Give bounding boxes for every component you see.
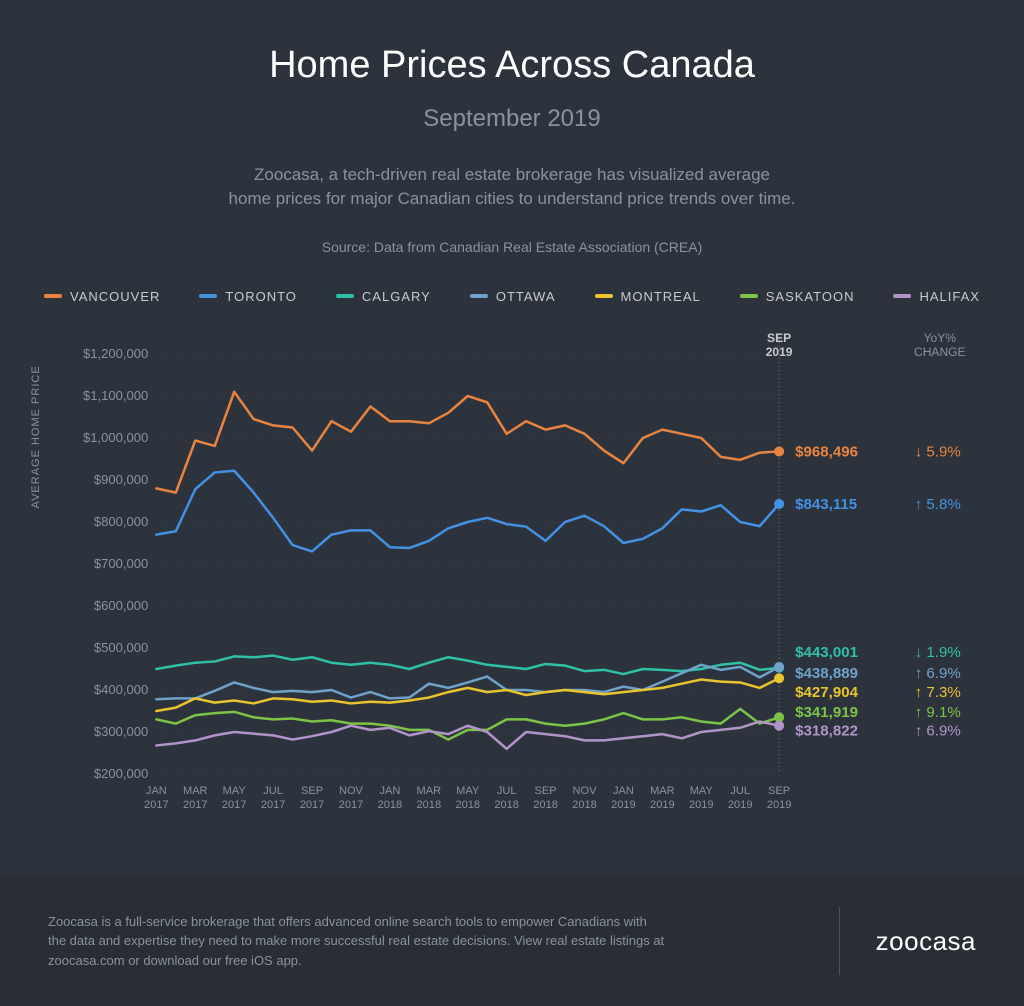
svg-text:MAY: MAY — [223, 785, 247, 797]
legend-item: OTTAWA — [470, 289, 556, 304]
svg-text:2019: 2019 — [611, 799, 636, 811]
legend-item: VANCOUVER — [44, 289, 160, 304]
legend-label: VANCOUVER — [70, 289, 160, 304]
svg-text:JUL: JUL — [730, 785, 750, 797]
svg-text:↓ 5.9%: ↓ 5.9% — [915, 443, 961, 460]
page-subtitle: September 2019 — [0, 105, 1024, 133]
svg-text:$1,000,000: $1,000,000 — [83, 430, 148, 445]
svg-text:$968,496: $968,496 — [795, 443, 858, 460]
svg-text:MAR: MAR — [650, 785, 675, 797]
page-description: Zoocasa, a tech-driven real estate broke… — [0, 163, 1024, 211]
svg-text:JAN: JAN — [613, 785, 634, 797]
svg-text:SEP: SEP — [767, 331, 791, 345]
svg-text:CHANGE: CHANGE — [914, 345, 966, 359]
legend-item: TORONTO — [199, 289, 297, 304]
legend-label: HALIFAX — [919, 289, 979, 304]
svg-text:$1,100,000: $1,100,000 — [83, 388, 148, 403]
svg-text:JUL: JUL — [263, 785, 283, 797]
y-axis-label: AVERAGE HOME PRICE — [30, 365, 42, 508]
svg-text:$500,000: $500,000 — [94, 640, 148, 655]
svg-text:2018: 2018 — [378, 799, 403, 811]
svg-text:2018: 2018 — [572, 799, 597, 811]
svg-text:2017: 2017 — [183, 799, 208, 811]
svg-text:2019: 2019 — [728, 799, 753, 811]
svg-text:$341,919: $341,919 — [795, 703, 858, 720]
svg-text:$600,000: $600,000 — [94, 598, 148, 613]
brand-logo: zoocasa — [876, 926, 976, 957]
svg-text:2018: 2018 — [417, 799, 442, 811]
svg-text:2018: 2018 — [455, 799, 480, 811]
svg-text:JUL: JUL — [497, 785, 517, 797]
svg-text:MAR: MAR — [417, 785, 442, 797]
svg-text:2017: 2017 — [222, 799, 247, 811]
header: Home Prices Across Canada September 2019… — [0, 0, 1024, 255]
svg-text:2017: 2017 — [339, 799, 364, 811]
legend-swatch — [44, 294, 62, 298]
svg-text:2017: 2017 — [300, 799, 325, 811]
legend-item: SASKATOON — [740, 289, 855, 304]
svg-text:JAN: JAN — [146, 785, 167, 797]
legend-label: SASKATOON — [766, 289, 855, 304]
svg-text:$700,000: $700,000 — [94, 556, 148, 571]
svg-text:MAY: MAY — [690, 785, 714, 797]
footer-text: Zoocasa is a full-service brokerage that… — [48, 912, 668, 971]
svg-text:SEP: SEP — [535, 785, 557, 797]
legend-item: HALIFAX — [893, 289, 979, 304]
svg-text:2019: 2019 — [689, 799, 714, 811]
source-attribution: Source: Data from Canadian Real Estate A… — [0, 239, 1024, 255]
legend-swatch — [893, 294, 911, 298]
svg-text:$427,904: $427,904 — [795, 684, 858, 701]
legend-swatch — [199, 294, 217, 298]
svg-text:↑ 9.1%: ↑ 9.1% — [915, 703, 961, 720]
svg-text:2019: 2019 — [767, 799, 792, 811]
svg-text:MAY: MAY — [456, 785, 480, 797]
legend-label: MONTREAL — [621, 289, 701, 304]
legend-item: CALGARY — [336, 289, 431, 304]
svg-text:↑ 5.8%: ↑ 5.8% — [915, 496, 961, 513]
svg-text:SEP: SEP — [301, 785, 323, 797]
svg-text:JAN: JAN — [379, 785, 400, 797]
svg-text:2019: 2019 — [766, 345, 793, 359]
svg-text:2018: 2018 — [494, 799, 519, 811]
legend-swatch — [336, 294, 354, 298]
svg-text:2019: 2019 — [650, 799, 675, 811]
svg-text:$400,000: $400,000 — [94, 682, 148, 697]
svg-text:$1,200,000: $1,200,000 — [83, 346, 148, 361]
page-title: Home Prices Across Canada — [0, 44, 1024, 87]
svg-text:2017: 2017 — [261, 799, 286, 811]
svg-text:SEP: SEP — [768, 785, 790, 797]
svg-text:↑ 7.3%: ↑ 7.3% — [915, 684, 961, 701]
svg-text:$900,000: $900,000 — [94, 472, 148, 487]
footer-divider — [839, 907, 840, 975]
svg-text:NOV: NOV — [573, 785, 598, 797]
legend-label: CALGARY — [362, 289, 431, 304]
legend-label: OTTAWA — [496, 289, 556, 304]
legend-swatch — [740, 294, 758, 298]
svg-text:$200,000: $200,000 — [94, 766, 148, 781]
svg-text:2017: 2017 — [144, 799, 169, 811]
svg-text:↑ 6.9%: ↑ 6.9% — [915, 665, 961, 682]
legend-item: MONTREAL — [595, 289, 701, 304]
svg-text:$438,889: $438,889 — [795, 665, 858, 682]
line-chart: $200,000 $300,000 $400,000 $500,000 $600,000… — [76, 324, 980, 824]
legend-swatch — [595, 294, 613, 298]
svg-text:$800,000: $800,000 — [94, 514, 148, 529]
legend-swatch — [470, 294, 488, 298]
legend-label: TORONTO — [225, 289, 297, 304]
svg-text:$318,822: $318,822 — [795, 722, 858, 739]
chart-container: AVERAGE HOME PRICE $200,000 $300,000 $400,… — [0, 324, 1024, 824]
footer: Zoocasa is a full-service brokerage that… — [0, 876, 1024, 1006]
svg-text:NOV: NOV — [339, 785, 364, 797]
legend: VANCOUVER TORONTO CALGARY OTTAWA MONTREAL SAS… — [0, 289, 1024, 304]
svg-text:↓ 1.9%: ↓ 1.9% — [915, 644, 961, 661]
svg-text:$843,115: $843,115 — [795, 496, 857, 513]
svg-text:↑ 6.9%: ↑ 6.9% — [915, 722, 961, 739]
svg-text:MAR: MAR — [183, 785, 208, 797]
svg-text:2018: 2018 — [533, 799, 558, 811]
svg-text:YoY%: YoY% — [924, 331, 957, 345]
svg-text:$300,000: $300,000 — [94, 724, 148, 739]
svg-text:$443,001: $443,001 — [795, 644, 858, 661]
